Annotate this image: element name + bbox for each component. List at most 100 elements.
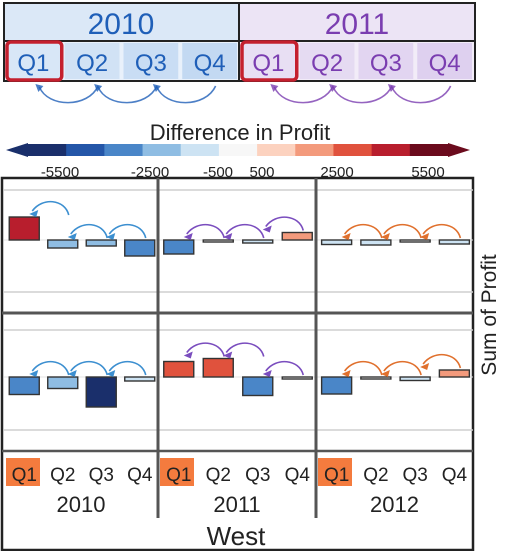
transition-arrowhead-2011-q2-row-2 xyxy=(183,351,193,359)
quarter-cell-2011-q2[interactable] xyxy=(299,43,355,79)
bar-2011-q3-row-1[interactable] xyxy=(242,239,274,244)
quarter-label-2010-q2[interactable]: Q2 xyxy=(76,50,108,77)
legend-right-arrow xyxy=(448,143,470,157)
bar-2010-q4-row-2[interactable] xyxy=(124,376,156,382)
x-tick-label-2011-q3: Q3 xyxy=(245,465,270,486)
header-arrowhead-2011-q4 xyxy=(387,84,396,92)
bar-2010-q3-row-1[interactable] xyxy=(85,239,117,247)
transition-arrow-2012-q2-row-1 xyxy=(343,223,383,239)
x-tick-label-2010-q1: Q1 xyxy=(12,465,37,486)
x-tick-label-2011-q2: Q2 xyxy=(206,465,231,486)
header-arrow-2010-q2 xyxy=(38,85,99,104)
x-tick-label-2012-q4: Q4 xyxy=(442,465,468,486)
transition-arrow-2010-q4-row-1 xyxy=(108,223,147,239)
quarter-cell-2010-q3[interactable] xyxy=(123,43,179,79)
x-tick-label-2012-q3: Q3 xyxy=(402,465,427,486)
panel-2011-row-2 xyxy=(163,342,313,397)
transition-arrow-2012-q4-row-1 xyxy=(422,223,462,239)
bar-2011-q2-row-2[interactable] xyxy=(202,357,234,378)
transition-arrow-2012-q4-row-2 xyxy=(422,353,462,369)
header-arrowhead-2010-q4 xyxy=(152,84,161,92)
quarter-label-2011-q1[interactable]: Q1 xyxy=(252,50,284,77)
x-group-label-2011: 2011 xyxy=(213,492,260,517)
x-group-label-2010: 2010 xyxy=(57,492,106,517)
quarter-label-2010-q1[interactable]: Q1 xyxy=(17,50,49,77)
color-legend: Difference in Profit -5500 -2500 -500 500 25… xyxy=(6,120,470,181)
transition-arrow-2010-q3-row-2 xyxy=(70,360,109,376)
year-header-2011-label[interactable]: 2011 xyxy=(325,8,390,41)
x-tick-highlight-2012 xyxy=(318,458,352,486)
panel-row-1 xyxy=(4,189,473,293)
bar-2012-q3-row-1[interactable] xyxy=(399,239,431,243)
legend-title: Difference in Profit xyxy=(150,120,331,145)
panel-2010-row-2 xyxy=(8,360,156,408)
bar-2011-q2-row-1[interactable] xyxy=(202,239,234,243)
transition-arrowhead-2010-q4-row-2 xyxy=(106,370,116,377)
transition-arrow-2012-q2-row-2 xyxy=(343,360,383,376)
x-tick-label-2011-q4: Q4 xyxy=(285,465,311,486)
quarter-cell-2011-q1[interactable] xyxy=(241,43,296,79)
bar-2010-q2-row-2[interactable] xyxy=(47,376,79,390)
transition-arrowhead-2011-q2-row-1 xyxy=(183,233,193,240)
x-tick-highlight-2010 xyxy=(6,458,40,486)
bar-2011-q4-row-2[interactable] xyxy=(281,376,313,380)
transition-arrowhead-2011-q3-row-1 xyxy=(223,233,233,240)
quarter-cell-2010-q4[interactable] xyxy=(182,43,237,79)
bar-2011-q4-row-1[interactable] xyxy=(281,231,313,241)
legend-swatch xyxy=(142,144,182,156)
transition-arrowhead-2012-q4-row-1 xyxy=(420,233,430,240)
bar-2012-q2-row-1[interactable] xyxy=(360,239,392,246)
bar-2012-q1-row-2[interactable] xyxy=(320,376,353,395)
bar-2011-q1-row-1[interactable] xyxy=(163,239,195,255)
quarter-label-2010-q4[interactable]: Q4 xyxy=(194,50,226,77)
transition-arrowhead-2010-q2-row-2 xyxy=(29,370,39,377)
bar-2010-q4-row-1[interactable] xyxy=(124,239,156,257)
x-tick-highlight-2011 xyxy=(160,458,194,486)
year-quarter-selector: 2010 2011 Q1 Q2 Q3 Q4 Q1 Q2 Q3 Q4 xyxy=(3,2,476,104)
transition-arrowhead-2012-q2-row-2 xyxy=(341,370,351,377)
bar-2012-q3-row-2[interactable] xyxy=(399,376,431,382)
bar-2010-q1-row-1[interactable] xyxy=(8,216,40,241)
legend-swatch xyxy=(295,144,334,156)
transition-arrow-2011-q2-row-2 xyxy=(186,342,226,357)
bar-2012-q2-row-2[interactable] xyxy=(360,376,392,380)
transition-arrowhead-2011-q4-row-2 xyxy=(262,370,272,377)
year-header-2010-label[interactable]: 2010 xyxy=(88,8,155,41)
quarter-cell-2010-q2[interactable] xyxy=(64,43,120,79)
bar-2010-q1-row-2[interactable] xyxy=(8,376,40,396)
y-axis-label: Sum of Profit xyxy=(478,254,501,376)
quarter-cell-2010-q1[interactable] xyxy=(6,43,61,79)
bar-2012-q4-row-2[interactable] xyxy=(438,369,471,378)
bar-2011-q3-row-2[interactable] xyxy=(242,376,274,397)
bar-2011-q1-row-2[interactable] xyxy=(163,360,195,378)
legend-swatch xyxy=(218,144,258,156)
panel-2012-row-1 xyxy=(320,223,471,246)
x-tick-label-2010-q4: Q4 xyxy=(127,465,153,486)
quarter-cell-2011-q4[interactable] xyxy=(417,43,472,79)
panel-row-2 xyxy=(4,329,473,431)
quarter-cell-2011-q3[interactable] xyxy=(358,43,414,79)
quarter-label-2011-q2[interactable]: Q2 xyxy=(311,50,343,77)
transition-arrow-2012-q3-row-1 xyxy=(383,223,422,239)
quarter-label-2011-q3[interactable]: Q3 xyxy=(370,50,402,77)
transition-arrowhead-2010-q4-row-1 xyxy=(106,233,116,240)
quarter-label-2011-q4[interactable]: Q4 xyxy=(429,50,461,77)
transition-arrowhead-2010-q2-row-1 xyxy=(29,210,39,217)
header-arrow-2011-q4 xyxy=(391,85,452,104)
quarter-label-2010-q3[interactable]: Q3 xyxy=(135,50,167,77)
chart-area xyxy=(0,176,475,551)
x-tick-label-2012-q2: Q2 xyxy=(363,465,388,486)
transition-arrow-2011-q3-row-2 xyxy=(225,342,265,357)
transition-arrowhead-2012-q4-row-2 xyxy=(420,363,430,370)
legend-swatch xyxy=(28,144,67,156)
bar-2012-q1-row-1[interactable] xyxy=(320,239,353,246)
bar-2010-q3-row-2[interactable] xyxy=(85,376,117,408)
bar-2010-q2-row-1[interactable] xyxy=(47,239,79,249)
transition-arrow-2011-q3-row-1 xyxy=(225,223,265,239)
panel-2011-row-1 xyxy=(163,216,313,255)
transition-arrow-2010-q2-row-2 xyxy=(31,360,70,376)
transition-arrowhead-2010-q3-row-1 xyxy=(67,233,77,240)
x-axis: Q1 Q2 Q3 Q4 2010 Q1 Q2 Q3 Q4 2011 Q1 Q2 Q3 Q4 2012 xyxy=(6,451,467,518)
bar-2012-q4-row-1[interactable] xyxy=(438,239,471,245)
